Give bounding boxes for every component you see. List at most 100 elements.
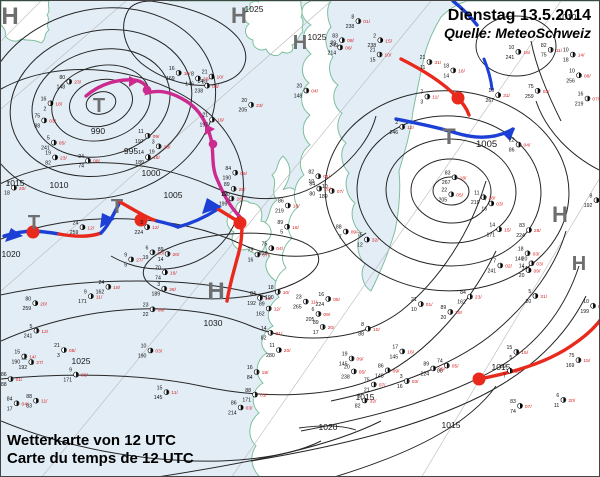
svg-text:75: 75 [262,241,268,247]
svg-text:224: 224 [421,371,430,377]
svg-text:3: 3 [152,140,155,146]
svg-text:148: 148 [375,373,384,379]
svg-text:6: 6 [312,307,315,313]
svg-text:83: 83 [202,80,208,86]
svg-text:169: 169 [166,76,175,82]
svg-text:28/: 28/ [489,195,496,201]
svg-text:7: 7 [420,90,423,96]
svg-text:259: 259 [23,306,32,312]
svg-text:145: 145 [154,395,163,401]
svg-text:7: 7 [484,197,487,203]
svg-text:3: 3 [140,220,143,226]
svg-text:20: 20 [441,315,447,321]
svg-text:8: 8 [361,322,364,328]
svg-text:05/: 05/ [333,297,340,303]
svg-text:10/: 10/ [217,75,224,81]
svg-text:16/: 16/ [523,50,530,56]
svg-text:219: 219 [275,209,284,215]
svg-text:20/: 20/ [173,252,180,258]
svg-text:86: 86 [278,199,284,205]
svg-text:190: 190 [12,359,21,365]
svg-text:03/: 03/ [246,406,253,412]
svg-text:17: 17 [7,406,13,412]
svg-text:88: 88 [245,388,251,394]
svg-text:16/: 16/ [170,270,177,276]
svg-text:5: 5 [124,262,127,268]
svg-text:171: 171 [242,398,251,404]
svg-text:1025: 1025 [308,32,327,42]
svg-text:11/: 11/ [556,48,563,54]
svg-text:197: 197 [135,139,144,145]
svg-text:199: 199 [219,202,228,208]
svg-text:07/: 07/ [525,404,532,410]
svg-text:11: 11 [554,403,559,409]
svg-text:89: 89 [224,182,230,188]
svg-text:15/: 15/ [521,350,528,356]
svg-text:162: 162 [96,290,105,296]
svg-text:18: 18 [4,191,10,197]
svg-text:214: 214 [228,411,237,417]
svg-text:H: H [293,32,307,54]
svg-text:20: 20 [297,84,303,90]
svg-text:7: 7 [339,235,342,241]
svg-text:20: 20 [519,273,525,279]
svg-text:241: 241 [41,146,50,152]
svg-text:190: 190 [138,354,147,360]
svg-text:01/: 01/ [260,393,267,399]
svg-text:5: 5 [509,355,512,361]
svg-text:7: 7 [503,374,506,380]
svg-text:189: 189 [152,292,161,298]
svg-text:23/: 23/ [256,103,263,109]
svg-text:23/: 23/ [475,295,482,301]
svg-text:246: 246 [390,130,399,136]
svg-text:T: T [28,212,40,234]
svg-text:7: 7 [7,181,10,187]
svg-text:995: 995 [124,146,138,156]
svg-text:28/: 28/ [455,310,462,316]
svg-text:16/: 16/ [217,118,224,124]
svg-text:21: 21 [202,113,208,119]
svg-text:197: 197 [199,123,208,129]
svg-text:21: 21 [370,48,376,54]
svg-text:05/: 05/ [359,370,366,376]
svg-text:83: 83 [510,399,516,405]
svg-text:16: 16 [41,96,47,102]
svg-text:1000: 1000 [142,168,161,178]
svg-text:171: 171 [63,378,72,384]
svg-text:22: 22 [143,312,149,318]
svg-text:16: 16 [397,384,403,390]
svg-text:259: 259 [525,94,534,100]
svg-text:265: 265 [293,305,302,311]
svg-text:162: 162 [457,300,466,306]
svg-text:89: 89 [500,364,506,370]
svg-text:8: 8 [590,193,593,199]
svg-text:20: 20 [344,365,350,371]
svg-text:23: 23 [143,302,149,308]
svg-text:88: 88 [336,225,342,231]
svg-text:H: H [572,253,586,275]
svg-text:24: 24 [73,220,79,226]
svg-text:10: 10 [488,88,494,94]
svg-text:03/: 03/ [412,379,419,385]
svg-text:10: 10 [509,45,515,51]
svg-text:11/: 11/ [311,300,318,306]
svg-text:259: 259 [70,230,79,236]
svg-text:74: 74 [155,275,161,281]
svg-text:5: 5 [280,230,283,236]
svg-text:82: 82 [45,160,51,166]
svg-text:89: 89 [441,305,447,311]
svg-text:16: 16 [318,292,324,298]
svg-text:07/: 07/ [379,383,386,389]
svg-text:80: 80 [59,75,65,81]
svg-text:1020: 1020 [2,249,21,259]
svg-text:10/: 10/ [283,290,290,296]
svg-text:8: 8 [351,14,354,20]
svg-text:241: 241 [24,334,33,340]
svg-text:205: 205 [238,108,247,114]
svg-text:08/: 08/ [93,159,100,165]
svg-text:T: T [442,124,456,149]
svg-text:04/: 04/ [311,89,318,95]
svg-text:28/: 28/ [237,197,244,203]
svg-text:1020: 1020 [319,422,338,432]
svg-text:148: 148 [294,94,303,100]
